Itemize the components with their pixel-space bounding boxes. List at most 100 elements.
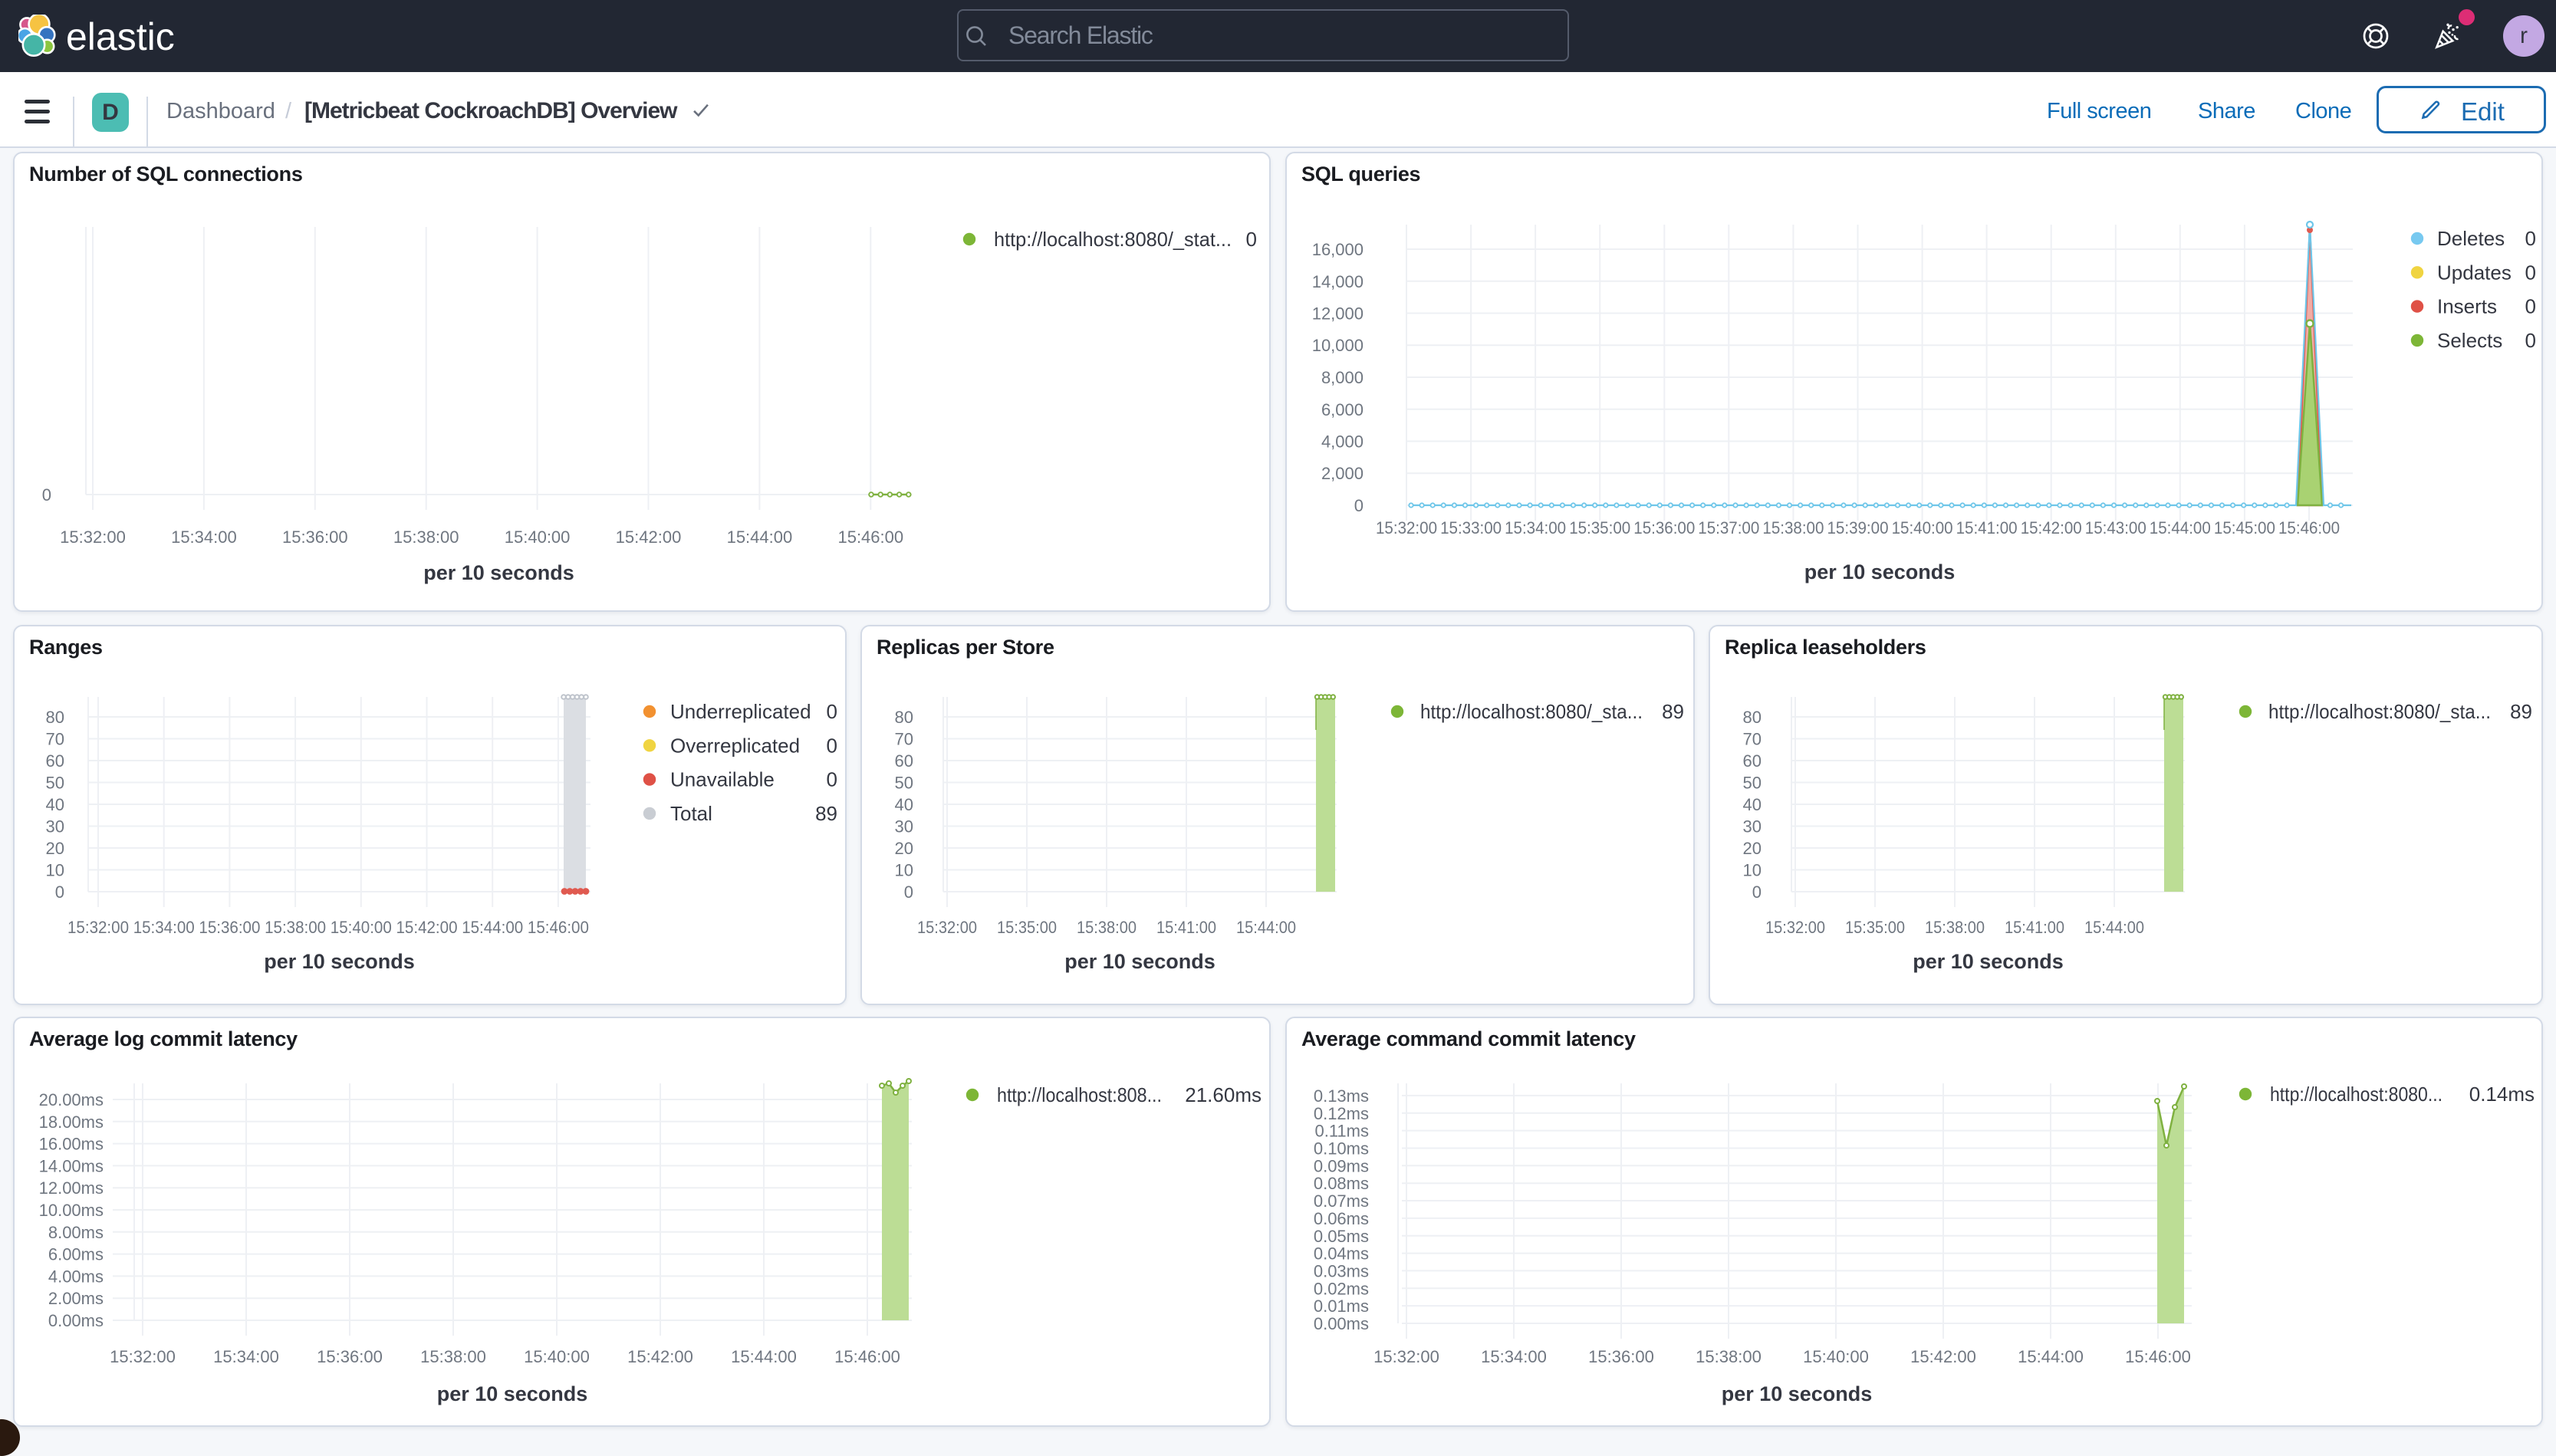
svg-text:10: 10 [895,861,913,880]
svg-text:0.08ms: 0.08ms [1314,1174,1369,1193]
svg-text:per 10 seconds: per 10 seconds [437,1382,588,1405]
svg-text:4,000: 4,000 [1321,432,1364,452]
svg-text:0.12ms: 0.12ms [1314,1104,1369,1123]
svg-text:20: 20 [46,839,64,858]
svg-text:http://localhost:8080/_sta...: http://localhost:8080/_sta... [1420,700,1643,723]
svg-text:0: 0 [55,882,64,902]
svg-text:20.00ms: 20.00ms [39,1090,104,1109]
svg-text:15:37:00: 15:37:00 [1698,518,1759,537]
svg-text:Updates: Updates [2437,261,2512,284]
svg-text:14,000: 14,000 [1312,272,1364,291]
svg-text:12.00ms: 12.00ms [39,1178,104,1198]
svg-text:2,000: 2,000 [1321,464,1364,483]
svg-text:16,000: 16,000 [1312,240,1364,259]
svg-text:0.02ms: 0.02ms [1314,1279,1369,1298]
svg-text:15:45:00: 15:45:00 [2214,518,2275,537]
svg-text:15:38:00: 15:38:00 [1762,518,1824,537]
svg-text:50: 50 [895,774,913,793]
svg-text:per 10 seconds: per 10 seconds [423,561,574,584]
svg-text:15:46:00: 15:46:00 [528,918,589,937]
svg-text:0: 0 [1354,496,1364,515]
svg-text:4.00ms: 4.00ms [48,1267,104,1286]
svg-text:15:34:00: 15:34:00 [1481,1347,1547,1366]
svg-text:15:35:00: 15:35:00 [1845,918,1905,937]
svg-text:0: 0 [2525,261,2536,284]
svg-text:80: 80 [895,708,913,727]
svg-text:Ranges: Ranges [29,636,103,659]
svg-text:http://localhost:8080...: http://localhost:8080... [2270,1083,2443,1106]
svg-text:0.01ms: 0.01ms [1314,1297,1369,1316]
svg-text:80: 80 [46,708,64,727]
svg-text:0.00ms: 0.00ms [1314,1314,1369,1333]
svg-text:15:44:00: 15:44:00 [731,1347,797,1366]
svg-text:15:44:00: 15:44:00 [2084,918,2144,937]
svg-text:15:40:00: 15:40:00 [1803,1347,1869,1366]
svg-text:15:36:00: 15:36:00 [317,1347,383,1366]
svg-text:0.04ms: 0.04ms [1314,1244,1369,1264]
svg-text:60: 60 [895,751,913,771]
svg-text:15:32:00: 15:32:00 [67,918,129,937]
svg-text:0.10ms: 0.10ms [1314,1139,1369,1159]
svg-text:15:34:00: 15:34:00 [213,1347,279,1366]
svg-text:15:42:00: 15:42:00 [2021,518,2082,537]
svg-text:15:43:00: 15:43:00 [2085,518,2146,537]
svg-text:0.13ms: 0.13ms [1314,1086,1369,1106]
svg-text:15:32:00: 15:32:00 [1373,1347,1439,1366]
svg-text:15:39:00: 15:39:00 [1827,518,1889,537]
svg-text:Deletes: Deletes [2437,227,2505,250]
svg-text:15:46:00: 15:46:00 [837,528,903,547]
svg-text:60: 60 [46,751,64,771]
svg-text:15:36:00: 15:36:00 [282,528,348,547]
svg-text:15:46:00: 15:46:00 [2278,518,2340,537]
svg-text:http://localhost:8080/_stat...: http://localhost:8080/_stat... [994,228,1232,251]
svg-text:80: 80 [1743,708,1762,727]
svg-text:15:42:00: 15:42:00 [616,528,682,547]
svg-text:40: 40 [1743,795,1762,814]
svg-text:50: 50 [1743,774,1762,793]
svg-text:15:34:00: 15:34:00 [133,918,195,937]
svg-text:0: 0 [1246,228,1257,251]
svg-text:15:38:00: 15:38:00 [1077,918,1137,937]
svg-text:15:34:00: 15:34:00 [171,528,237,547]
svg-text:per 10 seconds: per 10 seconds [264,950,415,973]
svg-text:10: 10 [1743,861,1762,880]
svg-text:0.03ms: 0.03ms [1314,1261,1369,1280]
svg-text:0.09ms: 0.09ms [1314,1156,1369,1175]
svg-text:15:38:00: 15:38:00 [1696,1347,1762,1366]
svg-text:15:42:00: 15:42:00 [627,1347,693,1366]
svg-text:15:35:00: 15:35:00 [1569,518,1630,537]
svg-text:15:32:00: 15:32:00 [60,528,126,547]
svg-text:15:44:00: 15:44:00 [727,528,793,547]
svg-text:15:34:00: 15:34:00 [1505,518,1566,537]
svg-text:15:33:00: 15:33:00 [1440,518,1502,537]
svg-text:15:44:00: 15:44:00 [1236,918,1296,937]
svg-text:Total: Total [670,802,712,825]
svg-text:15:38:00: 15:38:00 [420,1347,486,1366]
svg-text:15:44:00: 15:44:00 [462,918,523,937]
svg-text:http://localhost:808...: http://localhost:808... [997,1083,1162,1106]
svg-text:10,000: 10,000 [1312,336,1364,355]
svg-text:0: 0 [827,768,837,791]
svg-text:70: 70 [1743,730,1762,749]
svg-text:15:36:00: 15:36:00 [199,918,260,937]
svg-text:15:38:00: 15:38:00 [1925,918,1985,937]
svg-text:15:36:00: 15:36:00 [1633,518,1695,537]
svg-text:http://localhost:8080/_sta...: http://localhost:8080/_sta... [2268,700,2491,723]
svg-text:2.00ms: 2.00ms [48,1289,104,1308]
svg-text:15:41:00: 15:41:00 [2005,918,2064,937]
svg-text:15:40:00: 15:40:00 [505,528,571,547]
svg-text:10.00ms: 10.00ms [39,1201,104,1220]
svg-text:0: 0 [42,485,51,505]
svg-text:15:38:00: 15:38:00 [393,528,459,547]
svg-text:Inserts: Inserts [2437,295,2497,318]
svg-text:per 10 seconds: per 10 seconds [1064,950,1215,973]
svg-text:30: 30 [895,817,913,836]
svg-text:89: 89 [2510,700,2532,723]
svg-text:6,000: 6,000 [1321,400,1364,419]
svg-text:12,000: 12,000 [1312,304,1364,324]
svg-text:0.06ms: 0.06ms [1314,1209,1369,1228]
svg-text:0: 0 [2525,329,2536,352]
svg-text:14.00ms: 14.00ms [39,1156,104,1175]
svg-text:15:42:00: 15:42:00 [1910,1347,1976,1366]
svg-text:15:32:00: 15:32:00 [1765,918,1825,937]
